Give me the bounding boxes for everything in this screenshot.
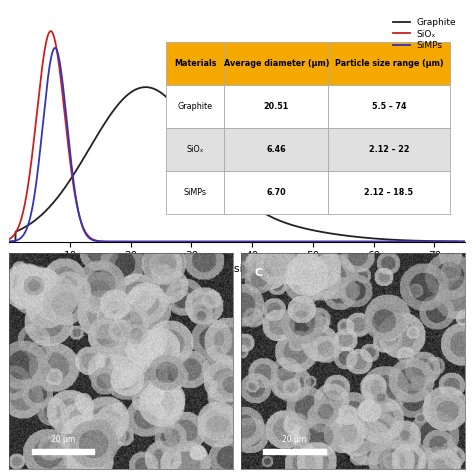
Text: 6.70: 6.70: [266, 188, 286, 197]
Bar: [32, 449, 94, 454]
Bar: [166, 85, 224, 128]
Bar: [166, 171, 224, 214]
Text: 5.5 – 74: 5.5 – 74: [372, 102, 406, 111]
Text: Average diameter (μm): Average diameter (μm): [224, 59, 329, 68]
Text: 6.46: 6.46: [266, 145, 286, 154]
Bar: [166, 128, 224, 171]
Bar: [224, 85, 328, 128]
Text: SiMPs: SiMPs: [184, 188, 207, 197]
Bar: [224, 128, 328, 171]
Text: Materials: Materials: [174, 59, 217, 68]
X-axis label: Particle size (μm): Particle size (μm): [189, 264, 285, 274]
Bar: [166, 42, 224, 85]
Text: 20 μm: 20 μm: [51, 435, 75, 444]
Bar: [263, 449, 326, 454]
Text: SiOₓ: SiOₓ: [187, 145, 204, 154]
Bar: [328, 85, 450, 128]
Text: 2.12 – 22: 2.12 – 22: [369, 145, 409, 154]
Text: 2.12 – 18.5: 2.12 – 18.5: [365, 188, 413, 197]
Bar: [328, 128, 450, 171]
Legend: Graphite, SiOₓ, SiMPs: Graphite, SiOₓ, SiMPs: [390, 14, 460, 54]
Text: C: C: [255, 268, 263, 278]
Bar: [224, 171, 328, 214]
Bar: [328, 171, 450, 214]
Text: 20 μm: 20 μm: [283, 435, 307, 444]
Bar: [328, 42, 450, 85]
Bar: [224, 42, 328, 85]
Text: 20.51: 20.51: [264, 102, 289, 111]
Text: Graphite: Graphite: [178, 102, 213, 111]
Text: Particle size range (μm): Particle size range (μm): [335, 59, 443, 68]
